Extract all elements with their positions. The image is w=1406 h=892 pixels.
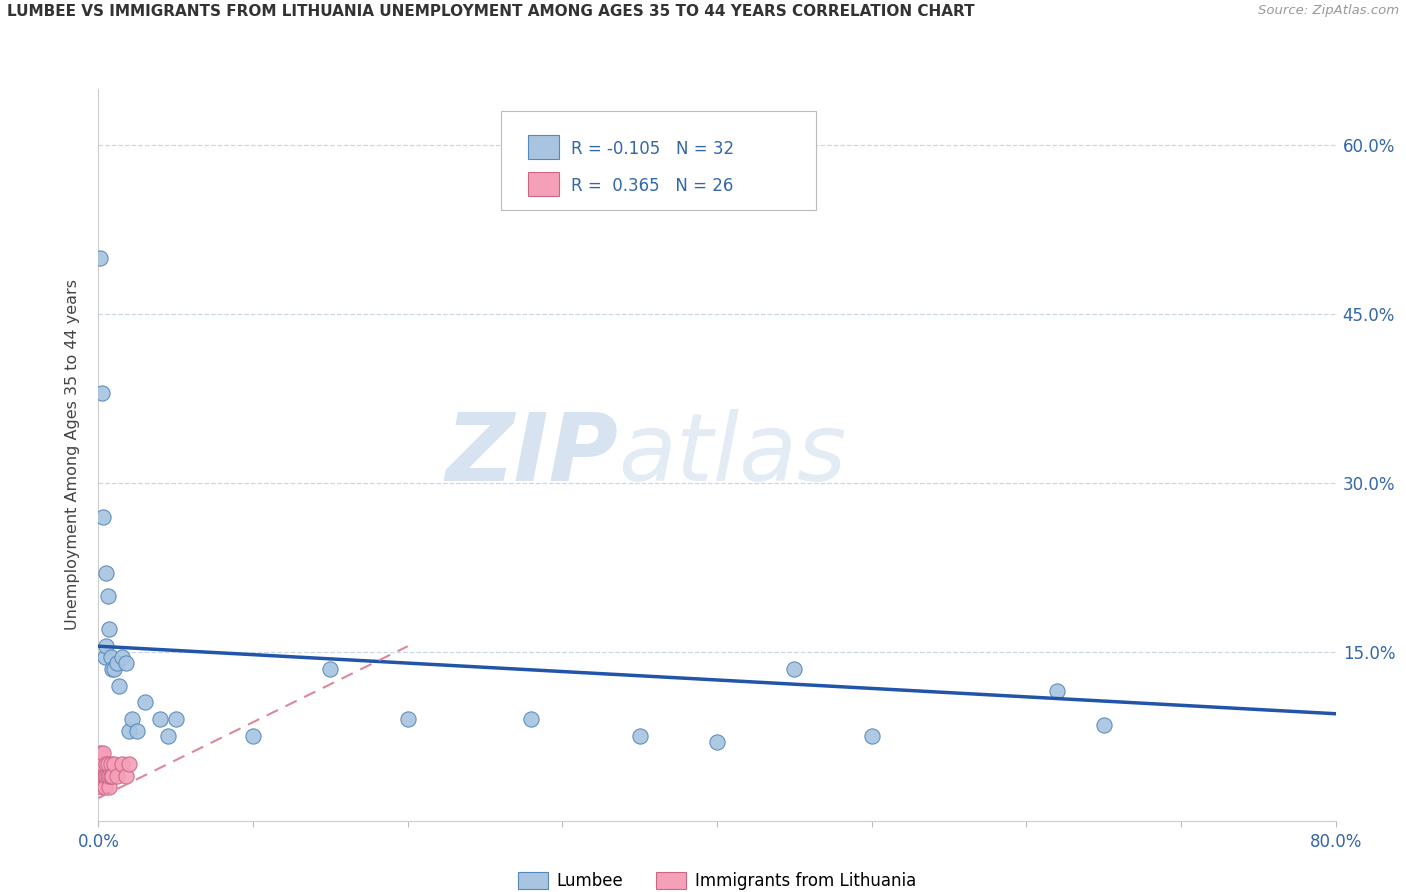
FancyBboxPatch shape — [527, 172, 558, 196]
Point — [103, 662, 125, 676]
Point — [90, 769, 112, 783]
Point — [157, 729, 180, 743]
Text: R = -0.105   N = 32: R = -0.105 N = 32 — [571, 140, 734, 158]
FancyBboxPatch shape — [527, 136, 558, 159]
Point — [134, 696, 156, 710]
Point — [96, 566, 118, 580]
Point — [520, 712, 543, 726]
Y-axis label: Unemployment Among Ages 35 to 44 years: Unemployment Among Ages 35 to 44 years — [65, 279, 80, 631]
Point — [127, 723, 149, 738]
Point — [89, 757, 111, 772]
Point — [706, 735, 728, 749]
Point — [165, 712, 187, 726]
Point — [115, 656, 138, 670]
Point — [93, 769, 115, 783]
Point — [98, 623, 121, 637]
Point — [98, 780, 121, 794]
Point — [105, 656, 128, 670]
Point — [96, 769, 118, 783]
Point — [90, 757, 112, 772]
Point — [100, 650, 122, 665]
Point — [628, 729, 651, 743]
Point — [101, 769, 124, 783]
Point — [242, 729, 264, 743]
Point — [115, 769, 138, 783]
Text: LUMBEE VS IMMIGRANTS FROM LITHUANIA UNEMPLOYMENT AMONG AGES 35 TO 44 YEARS CORRE: LUMBEE VS IMMIGRANTS FROM LITHUANIA UNEM… — [7, 4, 974, 20]
Legend: Lumbee, Immigrants from Lithuania: Lumbee, Immigrants from Lithuania — [512, 865, 922, 892]
Point — [118, 723, 141, 738]
Point — [98, 769, 121, 783]
Point — [860, 729, 883, 743]
Point — [89, 251, 111, 265]
Point — [111, 757, 134, 772]
Point — [89, 746, 111, 760]
Point — [149, 712, 172, 726]
Point — [1092, 718, 1115, 732]
Text: ZIP: ZIP — [446, 409, 619, 501]
Point — [91, 746, 114, 760]
Text: atlas: atlas — [619, 409, 846, 500]
Point — [111, 650, 134, 665]
Point — [93, 780, 115, 794]
Point — [118, 757, 141, 772]
Point — [100, 757, 122, 772]
Point — [96, 757, 118, 772]
Point — [89, 769, 111, 783]
Point — [93, 650, 115, 665]
Point — [107, 679, 129, 693]
Text: R =  0.365   N = 26: R = 0.365 N = 26 — [571, 177, 734, 195]
Point — [396, 712, 419, 726]
Point — [101, 662, 124, 676]
Point — [91, 769, 114, 783]
Point — [96, 639, 118, 653]
Point — [89, 769, 111, 783]
Point — [97, 589, 120, 603]
Point — [319, 662, 342, 676]
Point — [97, 757, 120, 772]
Point — [91, 757, 114, 772]
Point — [103, 757, 125, 772]
Point — [90, 780, 112, 794]
Point — [91, 509, 114, 524]
FancyBboxPatch shape — [501, 112, 815, 210]
Point — [783, 662, 806, 676]
Point — [90, 386, 112, 401]
Point — [1046, 684, 1069, 698]
Point — [121, 712, 143, 726]
Point — [105, 769, 128, 783]
Point — [97, 769, 120, 783]
Point — [100, 769, 122, 783]
Text: Source: ZipAtlas.com: Source: ZipAtlas.com — [1258, 4, 1399, 18]
